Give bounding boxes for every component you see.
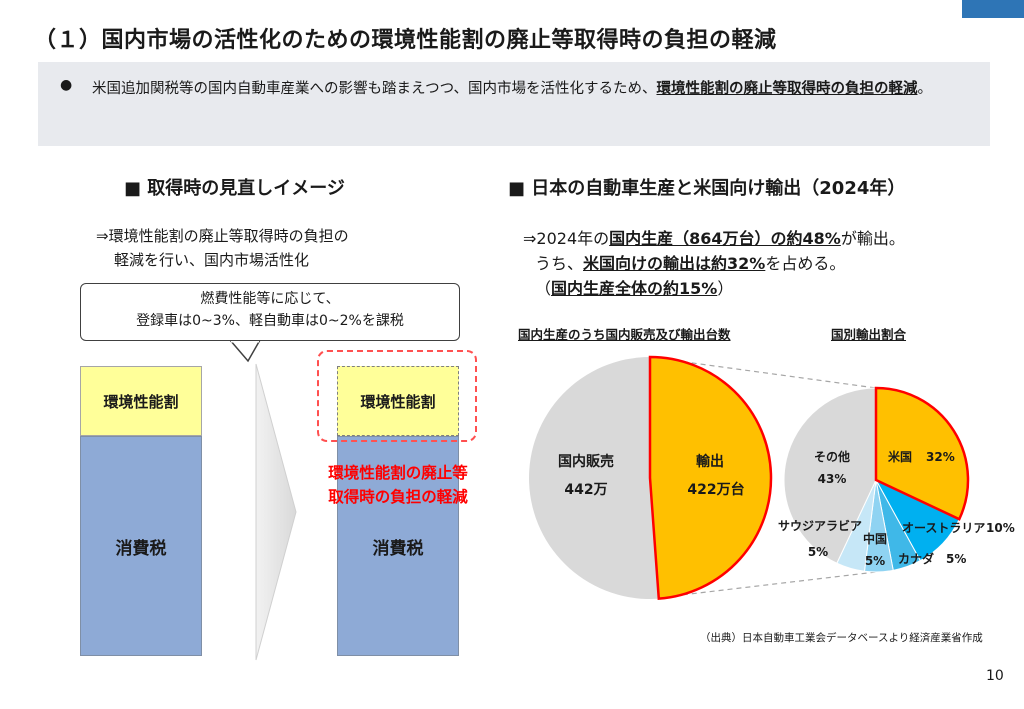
left-description: ⇒環境性能割の廃止等取得時の負担の 軽減を行い、国内市場活性化 [96, 224, 349, 272]
desc-text: を占める。 [765, 254, 846, 273]
source-note: （出典）日本自動車工業会データベースより経済産業省作成 [700, 632, 983, 644]
desc-text: （ [535, 279, 552, 298]
consumption-tax-bar-after: 消費税 [337, 436, 459, 656]
summary-text: 米国追加関税等の国内自動車産業への影響も踏まえつつ、国内市場を活性化するため、環… [92, 76, 972, 102]
header-accent-bar [962, 0, 1024, 18]
right-desc-line1: ⇒2024年の国内生産（864万台）の約48%が輸出。 [523, 226, 905, 251]
connector-line-top [655, 357, 877, 389]
caption-line1: 環境性能割の廃止等 [328, 464, 468, 482]
pie2-label-australia: オーストラリア [902, 521, 985, 535]
summary-emphasis: 環境性能割の廃止等取得時の負担の軽減 [656, 81, 918, 97]
page-number: 10 [986, 668, 1004, 684]
bullet-icon: ● [60, 77, 73, 93]
pie2-slice-5 [783, 387, 877, 564]
left-desc-line2: 軽減を行い、国内市場活性化 [114, 251, 310, 269]
removal-highlight-frame [317, 350, 477, 442]
desc-emphasis: 国内生産（864万台）の約48% [609, 229, 841, 248]
left-section-heading: ■ 取得時の見直しイメージ [124, 178, 345, 199]
pie1-slice-export [648, 355, 773, 601]
pie2-value-other: 43% [818, 472, 847, 486]
desc-emphasis: 国内生産全体の約15% [551, 279, 718, 298]
pie2-slice-us [874, 386, 970, 521]
pie-connector-lines [655, 357, 877, 599]
summary-end: 。 [917, 81, 932, 97]
right-desc-line3: （国内生産全体の約15%） [523, 276, 905, 301]
left-desc-line1: ⇒環境性能割の廃止等取得時の負担の [96, 227, 349, 245]
pie2-value-china: 5% [865, 554, 885, 568]
pie2-label-saudi: サウジアラビア [778, 518, 862, 533]
pie2-label-china: 中国 [863, 531, 887, 546]
consumption-tax-bar-before: 消費税 [80, 436, 202, 656]
desc-text: ） [717, 279, 734, 298]
env-tax-bar-after: 環境性能割 [337, 366, 459, 436]
pie2-value-us: 32% [926, 450, 955, 464]
pie1-slice-domestic [528, 357, 659, 600]
pie2-value-australia: 10% [986, 521, 1015, 535]
callout-line1: 燃費性能等に応じて、 [200, 291, 340, 307]
connector-line-bottom [655, 571, 877, 599]
callout-text: 燃費性能等に応じて、 登録車は0~3%、軽自動車は0~2%を課税 [80, 288, 460, 332]
chart1-title: 国内生産のうち国内販売及び輸出台数 [518, 327, 731, 342]
right-desc-line2: うち、米国向けの輸出は約32%を占める。 [523, 251, 905, 276]
page-title: （１）国内市場の活性化のための環境性能割の廃止等取得時の負担の軽減 [34, 28, 777, 53]
desc-text: うち、 [535, 254, 584, 273]
pie1-value-domestic: 442万 [564, 482, 607, 498]
right-description: ⇒2024年の国内生産（864万台）の約48%が輸出。 うち、米国向けの輸出は約… [523, 226, 905, 301]
chart2-title: 国別輸出割合 [831, 327, 907, 342]
callout-line2: 登録車は0~3%、軽自動車は0~2%を課税 [136, 313, 404, 329]
pie1 [528, 355, 773, 601]
desc-text: ⇒2024年の [523, 229, 610, 248]
pie1-value-export: 422万台 [687, 481, 744, 498]
pie2-label-canada: カナダ [898, 551, 934, 566]
chevron-right-icon [255, 363, 297, 661]
summary-box [38, 62, 990, 146]
pie2-label-other: その他 [814, 449, 850, 464]
pie2-label-us: 米国 [888, 449, 912, 464]
pie1-label-domestic: 国内販売 [558, 453, 614, 470]
desc-text: が輸出。 [840, 229, 905, 248]
callout-box [80, 283, 460, 341]
summary-plain: 米国追加関税等の国内自動車産業への影響も踏まえつつ、国内市場を活性化するため、 [92, 81, 657, 97]
pie1-label-export: 輸出 [696, 453, 724, 470]
reduction-caption: 環境性能割の廃止等 取得時の負担の軽減 [300, 461, 496, 509]
pie2 [783, 386, 970, 573]
pie2-value-canada: 5% [946, 552, 966, 566]
pie2-value-saudi: 5% [808, 545, 828, 559]
desc-emphasis: 米国向けの輸出は約32% [583, 254, 766, 273]
caption-line2: 取得時の負担の軽減 [328, 488, 468, 506]
right-section-heading: ■ 日本の自動車生産と米国向け輸出（2024年） [508, 178, 906, 199]
env-tax-bar-before: 環境性能割 [80, 366, 202, 436]
